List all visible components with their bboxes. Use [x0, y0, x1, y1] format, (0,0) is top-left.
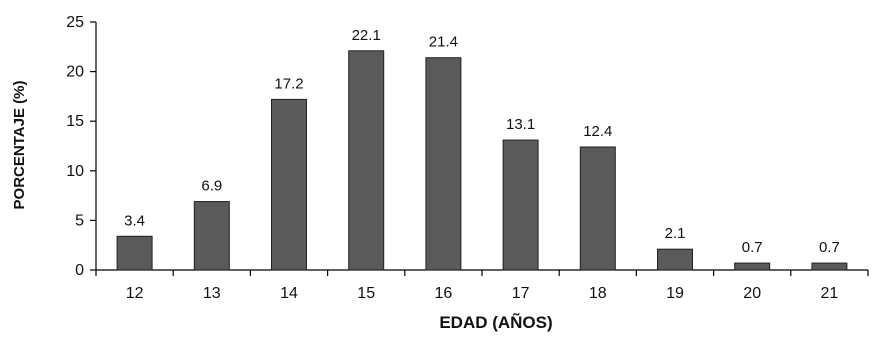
y-tick-label: 25 [66, 14, 84, 31]
y-tick-label: 20 [66, 64, 84, 81]
y-tick-label: 5 [75, 212, 84, 229]
plot-area: 0 5 10 15 20 25 3.4 12 6.9 13 17.2 14 22.1 15 21.4 16 13… [66, 14, 869, 302]
x-tick-label: 14 [280, 285, 298, 302]
data-label: 6.9 [201, 178, 222, 195]
x-tick-label: 18 [589, 285, 607, 302]
bar [271, 98, 307, 271]
bar [116, 235, 153, 271]
y-tick-label: 10 [66, 163, 84, 180]
x-tick-label: 20 [743, 285, 761, 302]
x-tick-label: 12 [126, 285, 144, 302]
data-label: 13.1 [506, 116, 535, 133]
y-tick-label: 15 [66, 113, 84, 130]
bar [193, 201, 230, 271]
x-tick-label: 21 [821, 285, 839, 302]
bar [734, 262, 771, 271]
bar [348, 50, 385, 271]
data-label: 0.7 [742, 239, 763, 256]
x-tick-label: 15 [357, 285, 375, 302]
bar [579, 146, 616, 271]
bar [811, 262, 848, 271]
data-label: 12.4 [583, 123, 612, 140]
x-tick-label: 19 [666, 285, 684, 302]
data-label: 3.4 [124, 212, 145, 229]
data-label: 21.4 [429, 34, 458, 51]
data-label: 2.1 [665, 225, 686, 242]
data-label: 0.7 [819, 239, 840, 256]
x-tick-label: 16 [435, 285, 453, 302]
y-tick-label: 0 [75, 262, 84, 279]
bar [425, 57, 462, 271]
bar [502, 139, 539, 271]
x-tick-label: 17 [512, 285, 530, 302]
bar [657, 248, 693, 271]
y-axis-title: PORCENTAJE (%) [11, 81, 28, 210]
data-label: 17.2 [274, 75, 303, 92]
data-label: 22.1 [352, 27, 381, 44]
x-axis-title: EDAD (AÑOS) [439, 312, 552, 332]
x-tick-label: 13 [203, 285, 221, 302]
